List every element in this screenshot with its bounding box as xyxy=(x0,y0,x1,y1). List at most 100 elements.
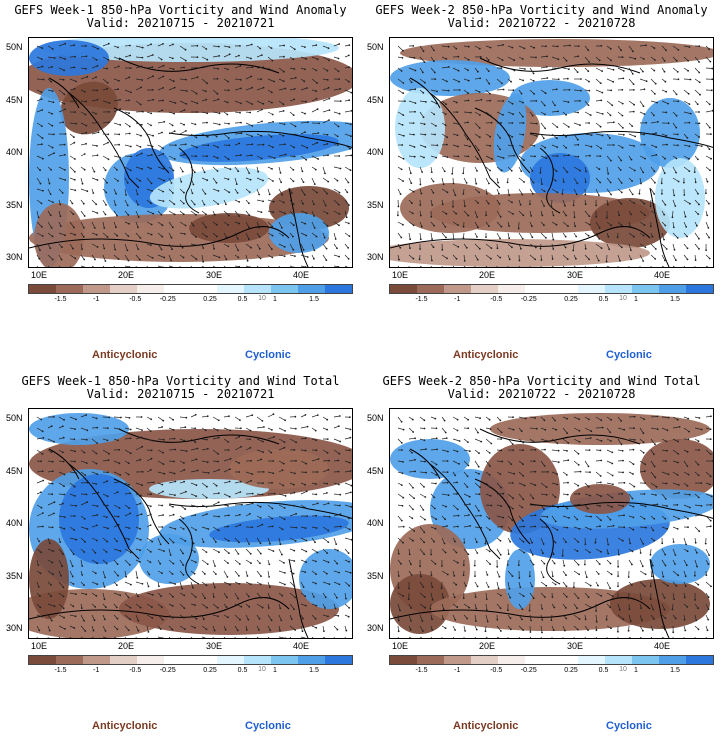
colorbar-swatch xyxy=(552,285,579,293)
colorbar-swatch xyxy=(605,285,632,293)
vorticity-field xyxy=(390,38,714,268)
colorbar-tick-label: -1 xyxy=(454,667,460,674)
colorbar-swatch xyxy=(390,656,417,664)
colorbar-swatch xyxy=(325,656,352,664)
colorbar-tick-label: -1.5 xyxy=(54,296,66,303)
colorbar xyxy=(389,284,714,294)
colorbar xyxy=(389,655,714,665)
colorbar-tick-label: 0.5 xyxy=(599,667,609,674)
cyclonic-legend: Cyclonic xyxy=(606,720,652,732)
longitude-label: 20E xyxy=(118,270,134,280)
latitude-label: 50N xyxy=(367,413,384,423)
colorbar-swatch xyxy=(83,285,110,293)
colorbar-tick-label: -0.5 xyxy=(129,667,141,674)
latitude-label: 45N xyxy=(6,466,23,476)
latitude-label: 30N xyxy=(367,623,384,633)
vorticity-field xyxy=(29,409,353,639)
latitude-label: 30N xyxy=(367,252,384,262)
colorbar-tick-label: -0.5 xyxy=(490,296,502,303)
latitude-label: 50N xyxy=(6,413,23,423)
latitude-label: 35N xyxy=(367,200,384,210)
colorbar-tick-label: -1.5 xyxy=(415,667,427,674)
colorbar-tick-label: -0.5 xyxy=(490,667,502,674)
latitude-label: 35N xyxy=(6,571,23,581)
colorbar-tick-label: 1.5 xyxy=(670,296,680,303)
latitude-label: 40N xyxy=(367,518,384,528)
latitude-label: 40N xyxy=(6,518,23,528)
colorbar-swatch xyxy=(605,656,632,664)
colorbar-swatch xyxy=(29,656,56,664)
longitude-label: 40E xyxy=(654,270,670,280)
latitude-label: 40N xyxy=(367,147,384,157)
colorbar xyxy=(28,284,353,294)
colorbar-swatch xyxy=(417,656,444,664)
map-panel-week2-anomaly: GEFS Week-2 850-hPa Vorticity and Wind A… xyxy=(361,0,722,371)
colorbar-tick-label: -0.25 xyxy=(160,296,176,303)
colorbar-swatch xyxy=(632,656,659,664)
colorbar-swatch xyxy=(244,656,271,664)
vorticity-map xyxy=(28,37,353,268)
latitude-label: 30N xyxy=(6,623,23,633)
colorbar-swatch xyxy=(271,656,298,664)
colorbar-scale-label: 10 xyxy=(619,666,627,673)
colorbar-swatch xyxy=(110,285,137,293)
colorbar-swatch xyxy=(417,285,444,293)
colorbar-swatch xyxy=(29,285,56,293)
colorbar-swatch xyxy=(110,656,137,664)
colorbar-swatch xyxy=(632,285,659,293)
colorbar-swatch xyxy=(244,285,271,293)
colorbar-tick-label: -1.5 xyxy=(54,667,66,674)
latitude-label: 35N xyxy=(6,200,23,210)
map-panel-week1-total: GEFS Week-1 850-hPa Vorticity and Wind T… xyxy=(0,371,361,742)
longitude-label: 20E xyxy=(479,270,495,280)
colorbar-swatch xyxy=(659,656,686,664)
longitude-label: 10E xyxy=(392,270,408,280)
cyclonic-legend: Cyclonic xyxy=(245,349,291,361)
colorbar-swatch xyxy=(578,656,605,664)
colorbar-swatch xyxy=(471,285,498,293)
colorbar-swatch xyxy=(525,285,552,293)
colorbar-scale-label: 10 xyxy=(258,295,266,302)
colorbar-tick-label: 1 xyxy=(273,667,277,674)
colorbar-tick-label: -1 xyxy=(93,667,99,674)
colorbar-swatch xyxy=(552,656,579,664)
colorbar-swatch xyxy=(659,285,686,293)
latitude-label: 35N xyxy=(367,571,384,581)
longitude-label: 40E xyxy=(293,641,309,651)
colorbar-tick-label: 1 xyxy=(634,667,638,674)
longitude-label: 40E xyxy=(654,641,670,651)
vorticity-field xyxy=(390,409,714,639)
latitude-label: 45N xyxy=(367,95,384,105)
colorbar-tick-label: 1.5 xyxy=(309,667,319,674)
colorbar-swatch xyxy=(137,285,164,293)
colorbar-tick-label: 0.5 xyxy=(599,296,609,303)
colorbar-tick-label: -1.5 xyxy=(415,296,427,303)
colorbar-swatch xyxy=(498,656,525,664)
vorticity-map xyxy=(389,408,714,639)
colorbar-tick-label: -0.25 xyxy=(521,667,537,674)
colorbar-swatch xyxy=(217,656,244,664)
longitude-label: 10E xyxy=(392,641,408,651)
colorbar xyxy=(28,655,353,665)
colorbar-tick-label: 0.5 xyxy=(238,296,248,303)
colorbar-tick-label: 1.5 xyxy=(309,296,319,303)
colorbar-tick-label: 0.25 xyxy=(564,296,578,303)
anticyclonic-legend: Anticyclonic xyxy=(453,720,518,732)
colorbar-tick-label: -1 xyxy=(454,296,460,303)
cyclonic-legend: Cyclonic xyxy=(606,349,652,361)
colorbar-swatch xyxy=(217,285,244,293)
vorticity-map xyxy=(28,408,353,639)
anticyclonic-legend: Anticyclonic xyxy=(92,720,157,732)
anticyclonic-legend: Anticyclonic xyxy=(92,349,157,361)
colorbar-swatch xyxy=(525,656,552,664)
colorbar-tick-label: -0.5 xyxy=(129,296,141,303)
longitude-label: 20E xyxy=(118,641,134,651)
longitude-label: 30E xyxy=(206,270,222,280)
colorbar-swatch xyxy=(578,285,605,293)
colorbar-tick-label: -0.25 xyxy=(160,667,176,674)
colorbar-swatch xyxy=(191,285,218,293)
latitude-label: 50N xyxy=(367,42,384,52)
latitude-label: 50N xyxy=(6,42,23,52)
colorbar-swatch xyxy=(164,285,191,293)
map-panel-week1-anomaly: GEFS Week-1 850-hPa Vorticity and Wind A… xyxy=(0,0,361,371)
